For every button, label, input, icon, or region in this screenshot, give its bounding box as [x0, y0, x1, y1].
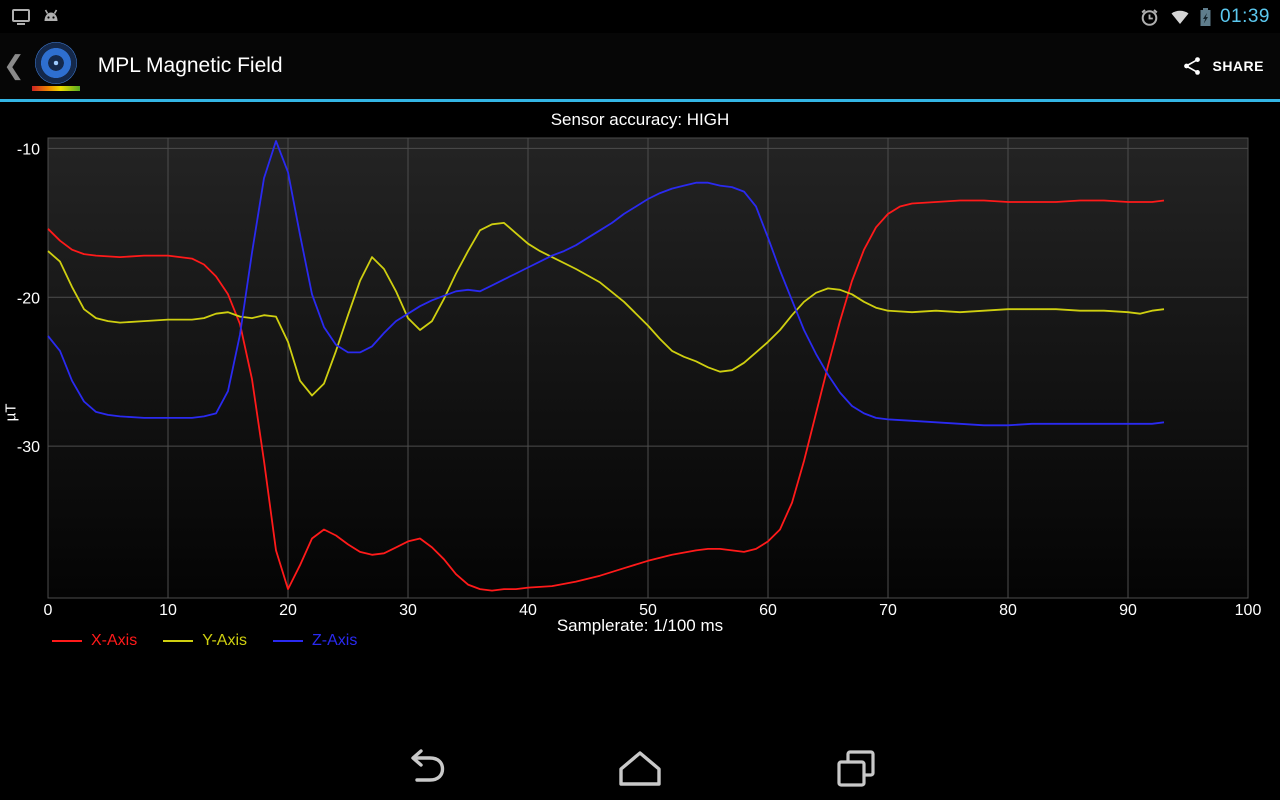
x-tick-label: 0: [44, 602, 53, 619]
x-tick-label: 80: [999, 602, 1017, 619]
chart-legend: X-Axis Y-Axis Z-Axis: [52, 632, 357, 650]
action-bar: ❮ MPL Magnetic Field SHARE: [0, 33, 1280, 102]
legend-swatch-z-axis: [273, 640, 303, 642]
share-button[interactable]: SHARE: [1165, 33, 1280, 99]
status-bar-notifications: [10, 5, 62, 29]
recents-button[interactable]: [832, 747, 880, 791]
page-title: MPL Magnetic Field: [97, 54, 283, 77]
battery-charging-icon: [1200, 7, 1211, 26]
x-tick-label: 40: [519, 602, 537, 619]
y-tick-label: -10: [17, 141, 40, 158]
legend-item-y-axis: Y-Axis: [163, 632, 247, 650]
legend-swatch-x-axis: [52, 640, 82, 642]
x-tick-label: 10: [159, 602, 177, 619]
sensor-accuracy-status: Sensor accuracy: HIGH: [550, 110, 730, 129]
series-line-z-axis: [47, 140, 1165, 427]
status-bar-system: 01:39: [1138, 5, 1270, 29]
app-icon-gradient-bar: [31, 85, 80, 91]
y-tick-label: -20: [17, 290, 40, 307]
navigation-bar: [0, 738, 1280, 800]
x-tick-label: 90: [1119, 602, 1137, 619]
plot-border: [47, 137, 1249, 599]
up-chevron-icon[interactable]: ❮: [3, 51, 25, 81]
x-tick-label: 70: [879, 602, 897, 619]
status-clock: 01:39: [1219, 5, 1270, 27]
x-tick-label: 50: [639, 602, 657, 619]
display-mirroring-icon: [12, 8, 30, 25]
home-button[interactable]: [616, 747, 664, 791]
x-tick-label: 100: [1235, 602, 1262, 619]
legend-item-z-axis: Z-Axis: [273, 632, 357, 650]
legend-item-x-axis: X-Axis: [52, 632, 137, 650]
x-tick-label: 30: [399, 602, 417, 619]
back-button[interactable]: [400, 747, 448, 791]
wifi-icon: [1171, 10, 1189, 24]
legend-label-z-axis: Z-Axis: [312, 632, 358, 649]
x-tick-label: 20: [279, 602, 297, 619]
android-debug-icon: [44, 9, 58, 21]
y-axis-title: µT: [2, 403, 20, 422]
x-axis-title: Samplerate: 1/100 ms: [556, 616, 724, 635]
x-tick-label: 60: [759, 602, 777, 619]
legend-label-y-axis: Y-Axis: [202, 632, 247, 649]
magnetic-field-chart[interactable]: 0 10 20 30 40 50 60 70 80 90 100 -10 -20 -30: [0, 136, 1280, 636]
series-line-x-axis: [47, 199, 1165, 592]
home-icon: [619, 751, 661, 786]
y-tick-label: -30: [17, 439, 40, 456]
series-line-y-axis: [47, 222, 1165, 397]
legend-label-x-axis: X-Axis: [91, 632, 138, 649]
app-icon-rings: [34, 41, 77, 84]
status-bar: 01:39: [0, 0, 1280, 33]
share-icon: [1184, 57, 1201, 75]
share-button-label: SHARE: [1212, 58, 1264, 74]
alarm-icon: [1141, 8, 1158, 26]
back-icon: [411, 749, 445, 782]
legend-swatch-y-axis: [163, 640, 194, 642]
app-icon[interactable]: [30, 38, 82, 94]
recents-icon: [837, 750, 875, 787]
